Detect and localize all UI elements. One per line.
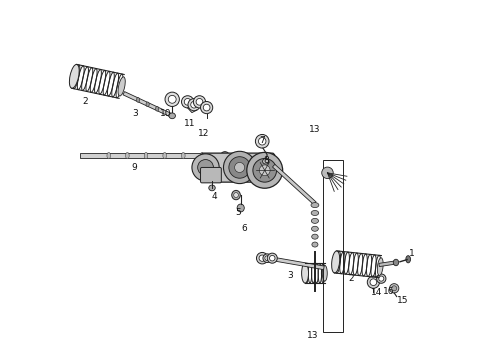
Ellipse shape [322,265,327,281]
Ellipse shape [234,193,238,198]
Ellipse shape [163,152,167,159]
Text: 9: 9 [131,163,137,172]
Ellipse shape [146,102,149,107]
Circle shape [203,104,210,111]
Ellipse shape [406,256,411,263]
Ellipse shape [232,190,240,200]
Text: 13: 13 [309,125,320,134]
Circle shape [370,279,377,285]
Circle shape [256,252,268,264]
Text: 15: 15 [397,296,409,305]
Circle shape [184,99,191,105]
Ellipse shape [181,152,185,159]
Circle shape [188,99,200,111]
Ellipse shape [312,242,318,247]
Ellipse shape [259,254,266,260]
Ellipse shape [137,98,140,102]
Circle shape [196,99,203,105]
Text: 2: 2 [348,274,354,283]
Ellipse shape [312,234,318,239]
Text: 2: 2 [83,96,88,105]
Circle shape [165,92,179,107]
Circle shape [255,134,269,148]
Circle shape [270,255,275,261]
Circle shape [181,96,194,108]
Text: 5: 5 [235,208,241,217]
Circle shape [258,138,266,145]
Text: 14: 14 [371,288,383,297]
Bar [80,153,223,158]
Ellipse shape [311,219,318,224]
Ellipse shape [70,64,79,88]
FancyBboxPatch shape [201,153,275,182]
Text: 11: 11 [184,119,195,128]
Ellipse shape [200,152,204,159]
Ellipse shape [155,107,159,111]
Text: 13: 13 [307,332,319,341]
Bar [272,164,316,204]
Circle shape [265,256,270,261]
Circle shape [194,96,205,108]
Ellipse shape [220,152,229,159]
Ellipse shape [263,159,269,164]
Bar [123,91,172,117]
Ellipse shape [302,264,309,283]
Bar [262,255,324,270]
Circle shape [223,151,256,184]
Circle shape [200,102,213,114]
Text: 3: 3 [133,109,139,118]
Text: 8: 8 [264,156,270,165]
Circle shape [379,276,384,281]
Circle shape [322,167,333,179]
Circle shape [247,152,283,188]
Circle shape [259,255,266,261]
Ellipse shape [311,203,319,208]
Ellipse shape [237,204,245,212]
Circle shape [263,254,271,262]
Bar [323,160,343,332]
Circle shape [191,101,197,108]
Text: 3: 3 [287,270,293,279]
Ellipse shape [377,258,383,275]
Circle shape [235,162,245,172]
Text: 10: 10 [160,109,172,118]
Bar [379,261,396,267]
Text: 16: 16 [383,287,394,296]
Ellipse shape [209,185,215,191]
Ellipse shape [332,251,340,273]
Ellipse shape [107,152,111,159]
Ellipse shape [118,77,125,96]
Circle shape [168,95,176,103]
Circle shape [377,274,386,283]
Text: 6: 6 [242,224,247,233]
Text: 1: 1 [409,249,415,258]
Text: 7: 7 [259,136,265,145]
Circle shape [267,253,277,263]
Circle shape [253,158,276,182]
Circle shape [259,165,270,176]
Circle shape [197,159,214,175]
Ellipse shape [312,226,318,231]
Circle shape [390,284,399,293]
Text: 12: 12 [198,129,209,138]
Ellipse shape [125,152,129,159]
Circle shape [368,276,379,288]
Ellipse shape [311,211,318,216]
Text: 4: 4 [212,192,218,201]
Ellipse shape [144,152,148,159]
Ellipse shape [393,259,399,266]
Circle shape [229,157,250,178]
Circle shape [392,286,397,291]
Circle shape [192,154,219,181]
FancyBboxPatch shape [200,167,221,183]
Ellipse shape [169,113,175,119]
